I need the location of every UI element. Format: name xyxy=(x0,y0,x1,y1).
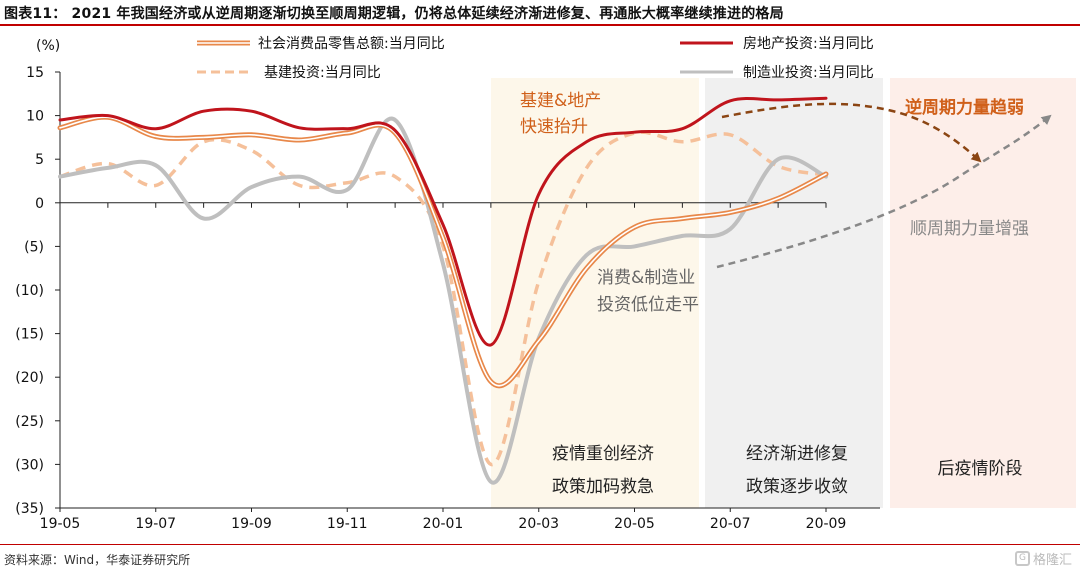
watermark: G 格隆汇 xyxy=(1014,549,1072,568)
legend: 社会消费品零售总额:当月同比 房地产投资:当月同比 基建投资:当月同比 制造业投… xyxy=(197,36,874,81)
legend-label-mfg: 制造业投资:当月同比 xyxy=(743,65,874,81)
arrow-procyclical xyxy=(716,114,1052,269)
y-tick-label: 10 xyxy=(26,109,44,125)
annotation-procyclical: 顺周期力量增强 xyxy=(910,219,1029,239)
y-tick-label: (5) xyxy=(24,239,44,255)
region-epidemic xyxy=(491,78,699,508)
series-layer xyxy=(57,96,829,485)
watermark-text: 格隆汇 xyxy=(1032,553,1072,568)
legend-label-retail: 社会消费品零售总额:当月同比 xyxy=(258,36,445,52)
legend-item-property: 房地产投资:当月同比 xyxy=(680,36,874,52)
region-recovery-label-1: 经济渐进修复 xyxy=(746,444,848,464)
y-axis: 15 10 5 0 (5) (10) (15) (20) (25) (30) (35) xyxy=(15,65,61,517)
y-tick-label: (20) xyxy=(15,370,44,386)
y-tick-label: (35) xyxy=(15,501,44,517)
y-tick-label: (10) xyxy=(15,283,44,299)
y-tick-label: (25) xyxy=(15,414,44,430)
legend-item-retail: 社会消费品零售总额:当月同比 xyxy=(197,36,445,52)
annotation-consumption-mfg-2: 投资低位走平 xyxy=(597,295,699,315)
y-tick-label: 0 xyxy=(35,196,44,212)
x-tick-label: 20-01 xyxy=(423,516,464,532)
x-tick-label: 20-09 xyxy=(806,516,847,532)
x-tick-label: 19-05 xyxy=(40,516,81,532)
region-post-epidemic xyxy=(890,78,1076,508)
figure-title: 图表11： 2021 年我国经济或从逆周期逐渐切换至顺周期逻辑，仍将总体延续经济… xyxy=(4,6,784,22)
title-rule xyxy=(0,24,1080,26)
x-tick-label: 19-07 xyxy=(135,516,176,532)
annotation-infra-property-1: 基建&地产 xyxy=(520,91,601,111)
x-tick-label: 19-11 xyxy=(327,516,368,532)
y-tick-label: (15) xyxy=(15,327,44,343)
annotation-countercyclical: 逆周期力量趋弱 xyxy=(905,97,1024,118)
region-recovery-label-2: 政策逐步收敛 xyxy=(746,477,848,497)
region-post-epidemic-label: 后疫情阶段 xyxy=(938,459,1023,479)
source-note: 资料来源：Wind，华泰证券研究所 xyxy=(4,553,191,567)
legend-label-property: 房地产投资:当月同比 xyxy=(743,36,874,52)
bottom-rule xyxy=(0,544,1080,545)
x-tick-label: 20-05 xyxy=(614,516,655,532)
legend-item-mfg: 制造业投资:当月同比 xyxy=(680,65,874,81)
legend-item-infra: 基建投资:当月同比 xyxy=(197,64,381,81)
annotation-consumption-mfg-1: 消费&制造业 xyxy=(597,268,695,288)
x-tick-label: 19-09 xyxy=(231,516,272,532)
y-tick-label: 15 xyxy=(26,65,44,81)
annotation-infra-property-2: 快速抬升 xyxy=(520,117,588,137)
x-tick-label: 20-07 xyxy=(710,516,751,532)
series-line-0-inner xyxy=(59,116,827,387)
watermark-logo-icon: G xyxy=(1014,551,1030,566)
x-tick-label: 20-03 xyxy=(518,516,559,532)
region-epidemic-label-2: 政策加码救急 xyxy=(552,477,654,497)
y-tick-label: 5 xyxy=(35,152,44,168)
y-tick-label: (30) xyxy=(15,457,44,473)
region-recovery xyxy=(705,78,883,508)
y-axis-unit: (%) xyxy=(36,38,60,54)
region-epidemic-label-1: 疫情重创经济 xyxy=(552,444,654,464)
legend-label-infra: 基建投资:当月同比 xyxy=(264,64,381,81)
x-axis: 19-05 19-07 19-09 19-11 20-01 20-03 20-05 20-07… xyxy=(40,202,880,532)
